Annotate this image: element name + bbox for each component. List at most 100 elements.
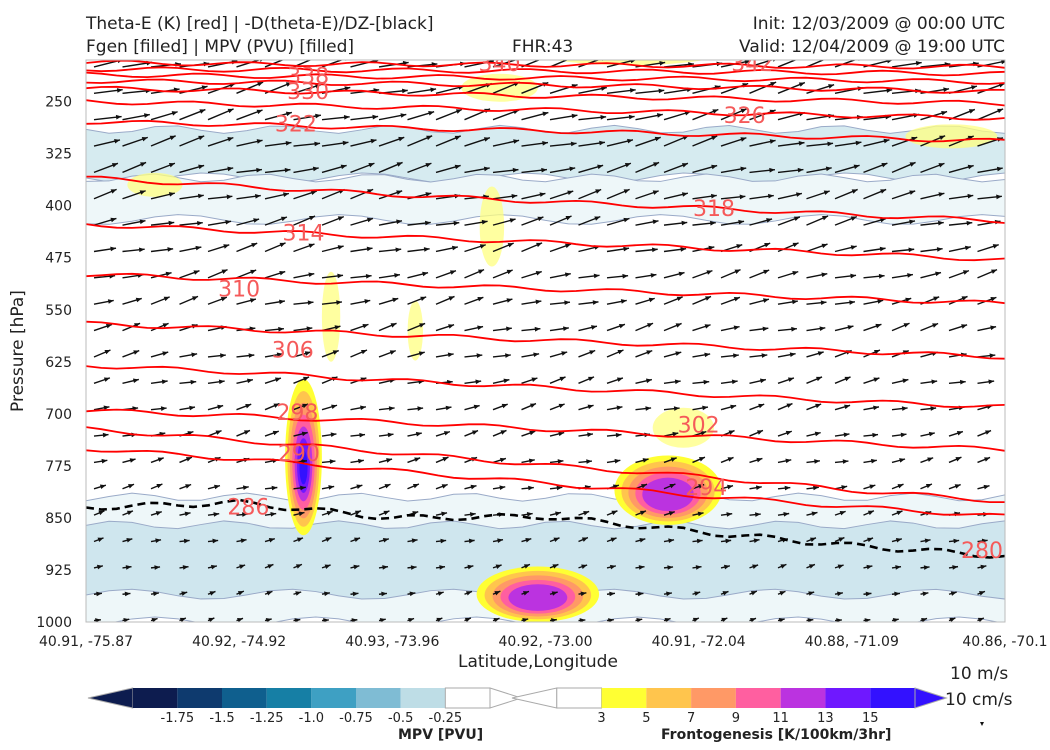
wind-vector-head	[652, 219, 659, 225]
wind-vector	[1006, 459, 1019, 463]
wind-vector-head	[528, 458, 535, 464]
wind-vector-head	[698, 484, 705, 489]
wind-vector	[806, 60, 825, 68]
wind-vector-head	[964, 245, 971, 251]
wind-vector-head	[967, 193, 974, 199]
wind-vector-head	[493, 617, 500, 622]
mpv-colorbar-swatch	[356, 688, 401, 708]
wind-vector-head	[529, 430, 536, 436]
wind-vector-head	[654, 136, 661, 142]
wind-vector-head	[563, 326, 569, 331]
wind-vector-head	[821, 272, 828, 278]
wind-vector-head	[99, 484, 106, 490]
wind-vector-head	[828, 55, 834, 59]
wind-vector-head	[315, 84, 322, 89]
wind-vector-head	[478, 269, 485, 274]
wind-vector-head	[989, 353, 996, 358]
wind-vector-head	[739, 194, 746, 200]
wind-vector-head	[694, 591, 701, 596]
wind-vector-head	[512, 167, 519, 173]
wind-vector-head	[733, 353, 739, 358]
wind-vector-head	[250, 269, 257, 275]
wind-vector-head	[569, 166, 576, 172]
wind-vector-head	[727, 457, 734, 462]
wind-vector-head	[382, 565, 389, 570]
wind-vector-head	[711, 135, 718, 141]
wind-vector-head	[417, 406, 424, 411]
wind-vector-head	[472, 430, 479, 435]
wind-vector-head	[201, 85, 208, 90]
wind-vector-head	[928, 431, 935, 437]
wind-vector-head	[704, 352, 711, 358]
wind-vector-head	[114, 138, 121, 144]
y-tick-label: 250	[45, 95, 72, 111]
wind-vector-head	[139, 190, 146, 195]
wind-vector-head	[193, 270, 200, 275]
wind-vector-head	[440, 538, 447, 544]
wind-vector-head	[141, 136, 148, 142]
wind-vector-head	[823, 190, 830, 195]
wind-vector-head	[869, 484, 876, 489]
wind-vector-head	[513, 139, 520, 144]
wind-vector-head	[702, 405, 708, 411]
wind-vector-head	[218, 379, 225, 385]
wind-vector-head	[710, 220, 716, 226]
wind-vector-head	[561, 351, 568, 356]
theta-e-label: 340	[479, 52, 521, 77]
wind-vector-head	[479, 244, 486, 249]
wind-vector-head	[592, 300, 599, 305]
wind-vector-head	[425, 163, 432, 168]
wind-vector-head	[323, 618, 329, 622]
wind-vector-head	[814, 459, 820, 464]
wind-vector-head	[124, 591, 131, 597]
wind-vector-head	[998, 83, 1005, 88]
theta-e-label: 306	[272, 339, 314, 364]
theta-e-isentrope	[86, 71, 1005, 85]
wind-vector-head	[226, 194, 233, 200]
wind-vector-head	[792, 242, 799, 248]
wind-vector-head	[897, 484, 904, 489]
wind-vector-head	[646, 350, 653, 355]
wind-vector-head	[672, 431, 679, 437]
wind-vector-head	[161, 379, 168, 385]
wind-vector-head	[617, 349, 624, 355]
wind-vector-head	[168, 163, 175, 168]
mpv-colorbar-title: MPV [PVU]	[398, 727, 484, 743]
wind-vector-head	[921, 617, 928, 622]
wind-vector-head	[103, 377, 110, 382]
wind-vector-head	[901, 406, 908, 411]
wind-vector-head	[189, 405, 195, 411]
wind-vector-head	[242, 512, 248, 517]
wind-vector-head	[129, 458, 136, 463]
wind-vector-head	[368, 163, 375, 168]
wind-vector-head	[162, 323, 169, 328]
wind-vector-head	[853, 164, 860, 170]
wind-vector-head	[192, 296, 199, 301]
wind-vector	[1006, 82, 1033, 93]
wind-vector-head	[126, 538, 133, 543]
wind-vector-head	[522, 618, 529, 622]
chart-title-line2: Fgen [filled] | MPV (PVU) [filled]	[86, 37, 355, 57]
y-tick-label: 625	[45, 355, 72, 371]
wind-vector-head	[354, 510, 361, 516]
wind-vector-head	[581, 537, 588, 542]
wind-vector-head	[454, 164, 461, 170]
fgen-colorbar-tick-label: 13	[817, 711, 834, 726]
mpv-colorbar-tick-label: -1.75	[161, 711, 195, 726]
wind-vector-head	[307, 300, 314, 306]
wind-vector-head	[977, 617, 984, 622]
theta-e-isentrope	[86, 426, 1005, 503]
wind-vector-head	[659, 60, 666, 66]
wind-vector-head	[475, 379, 482, 385]
wind-vector-head	[827, 141, 834, 147]
wind-vector-head	[343, 115, 350, 120]
wind-vector-head	[915, 61, 922, 66]
wind-vector-head	[102, 432, 109, 438]
wind-vector-head	[579, 618, 586, 622]
wind-vector-head	[154, 565, 161, 570]
wind-vector-head	[419, 323, 426, 328]
wind-vector-head	[483, 137, 490, 142]
wind-vector-head	[1009, 565, 1015, 569]
wind-vector-head	[962, 270, 969, 275]
wind-vector	[492, 60, 518, 68]
